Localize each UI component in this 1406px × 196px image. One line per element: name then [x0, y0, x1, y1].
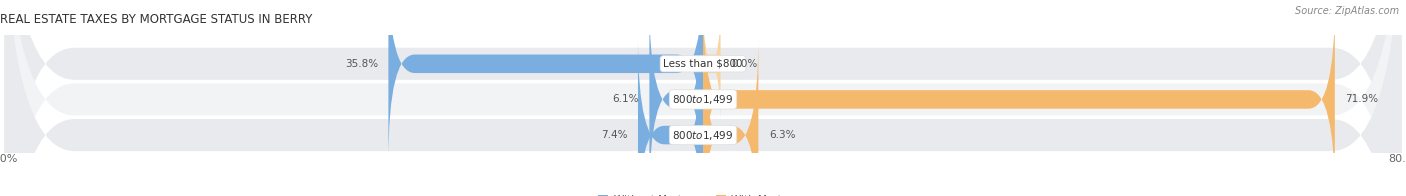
FancyBboxPatch shape: [703, 2, 721, 126]
Text: 35.8%: 35.8%: [344, 59, 378, 69]
Text: Less than $800: Less than $800: [664, 59, 742, 69]
Text: 6.1%: 6.1%: [613, 94, 638, 104]
FancyBboxPatch shape: [4, 0, 1402, 196]
FancyBboxPatch shape: [4, 0, 1402, 196]
Text: 71.9%: 71.9%: [1346, 94, 1378, 104]
Text: 0.0%: 0.0%: [731, 59, 758, 69]
FancyBboxPatch shape: [650, 2, 703, 196]
Legend: Without Mortgage, With Mortgage: Without Mortgage, With Mortgage: [593, 191, 813, 196]
FancyBboxPatch shape: [638, 37, 703, 196]
FancyBboxPatch shape: [703, 2, 1334, 196]
FancyBboxPatch shape: [703, 37, 758, 196]
Text: 6.3%: 6.3%: [769, 130, 796, 140]
Text: $800 to $1,499: $800 to $1,499: [672, 129, 734, 142]
Text: 7.4%: 7.4%: [600, 130, 627, 140]
Text: Source: ZipAtlas.com: Source: ZipAtlas.com: [1295, 6, 1399, 16]
Text: $800 to $1,499: $800 to $1,499: [672, 93, 734, 106]
FancyBboxPatch shape: [4, 0, 1402, 196]
FancyBboxPatch shape: [388, 0, 703, 162]
Text: REAL ESTATE TAXES BY MORTGAGE STATUS IN BERRY: REAL ESTATE TAXES BY MORTGAGE STATUS IN …: [0, 13, 312, 26]
